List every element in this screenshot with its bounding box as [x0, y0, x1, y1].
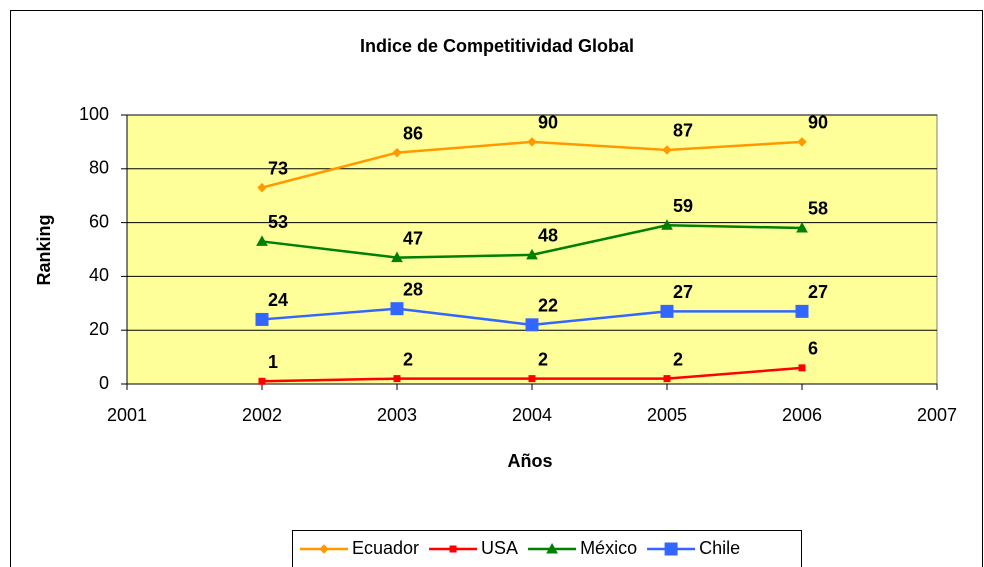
x-tick-label: 2002 [242, 405, 282, 425]
legend-label: Chile [699, 538, 740, 558]
x-tick-label: 2003 [377, 405, 417, 425]
marker [664, 542, 678, 556]
legend-label: Ecuador [352, 538, 419, 558]
marker [392, 147, 402, 158]
data-label: 53 [268, 212, 288, 232]
marker [798, 364, 806, 372]
data-label: 47 [403, 228, 423, 248]
data-label: 90 [538, 113, 558, 133]
y-tick-label: 60 [89, 211, 109, 231]
data-label: 6 [808, 339, 818, 359]
data-label: 59 [673, 196, 693, 216]
data-label: 2 [538, 349, 548, 369]
y-tick-label: 20 [89, 319, 109, 339]
data-label: 58 [808, 199, 828, 219]
x-tick-label: 2004 [512, 405, 552, 425]
chart-title: Indice de Competitividad Global [360, 36, 634, 56]
y-tick-label: 40 [89, 265, 109, 285]
marker [393, 375, 401, 383]
data-label: 27 [673, 282, 693, 302]
y-tick-label: 0 [99, 373, 109, 393]
x-tick-label: 2006 [782, 405, 822, 425]
data-label: 48 [538, 226, 558, 246]
y-axis-label: Ranking [34, 214, 54, 285]
marker [663, 375, 671, 383]
marker [390, 302, 404, 316]
data-label: 27 [808, 282, 828, 302]
marker [662, 145, 672, 155]
legend-label: México [580, 538, 637, 558]
legend: Ecuador USA México Chile [292, 530, 802, 567]
marker [449, 545, 457, 553]
marker [255, 312, 269, 326]
marker [660, 304, 674, 318]
marker [319, 544, 329, 554]
marker [256, 235, 268, 246]
marker [795, 304, 809, 318]
marker [796, 221, 808, 233]
data-label: 1 [268, 352, 278, 372]
data-label: 2 [403, 349, 413, 369]
data-label: 22 [538, 296, 558, 316]
x-axis-label: Años [508, 451, 553, 471]
marker [661, 219, 673, 230]
marker [546, 542, 558, 554]
y-tick-label: 80 [89, 158, 109, 178]
legend-label: USA [481, 538, 518, 558]
marker [527, 137, 537, 147]
marker [391, 251, 403, 263]
data-label: 73 [268, 158, 288, 178]
marker [258, 377, 266, 385]
data-label: 86 [403, 123, 423, 143]
data-label: 28 [403, 279, 423, 299]
marker [797, 137, 807, 147]
data-label: 2 [673, 349, 683, 369]
y-tick-label: 100 [79, 104, 109, 124]
data-label: 87 [673, 121, 693, 141]
data-label: 24 [268, 290, 288, 310]
marker [528, 375, 536, 383]
marker [257, 182, 267, 193]
data-label: 90 [808, 113, 828, 133]
x-tick-label: 2007 [917, 405, 957, 425]
marker [525, 318, 539, 332]
x-tick-label: 2001 [107, 405, 147, 425]
x-tick-label: 2005 [647, 405, 687, 425]
marker [526, 248, 538, 260]
